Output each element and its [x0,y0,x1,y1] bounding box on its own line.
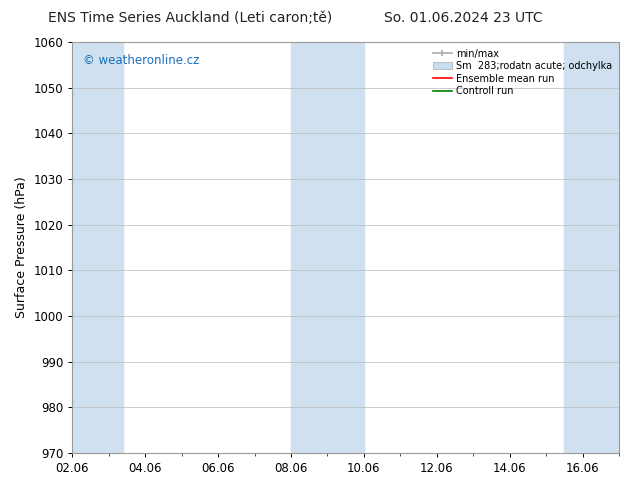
Bar [72,42,124,453]
Legend: min/max, Sm  283;rodatn acute; odchylka, Ensemble mean run, Controll run: min/max, Sm 283;rodatn acute; odchylka, … [430,47,614,98]
Bar [564,42,619,453]
Y-axis label: Surface Pressure (hPa): Surface Pressure (hPa) [15,176,28,318]
Text: ENS Time Series Auckland (Leti caron;tě): ENS Time Series Auckland (Leti caron;tě) [48,11,332,25]
Text: © weatheronline.cz: © weatheronline.cz [83,54,200,68]
Text: So. 01.06.2024 23 UTC: So. 01.06.2024 23 UTC [384,11,542,25]
Bar [291,42,364,453]
